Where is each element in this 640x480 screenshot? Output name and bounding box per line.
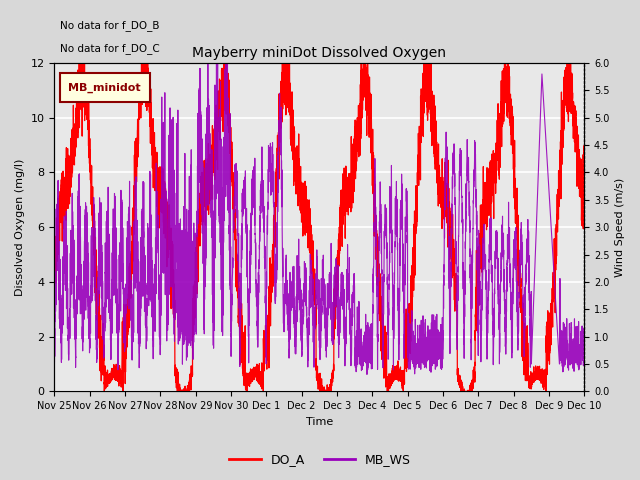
Text: MB_minidot: MB_minidot [68, 83, 141, 93]
Text: No data for f_DO_B: No data for f_DO_B [60, 20, 159, 31]
Legend: DO_A, MB_WS: DO_A, MB_WS [224, 448, 416, 471]
Text: No data for f_DO_C: No data for f_DO_C [60, 43, 159, 54]
X-axis label: Time: Time [306, 417, 333, 427]
Y-axis label: Wind Speed (m/s): Wind Speed (m/s) [615, 178, 625, 277]
FancyBboxPatch shape [60, 73, 150, 102]
Y-axis label: Dissolved Oxygen (mg/l): Dissolved Oxygen (mg/l) [15, 158, 25, 296]
Title: Mayberry miniDot Dissolved Oxygen: Mayberry miniDot Dissolved Oxygen [192, 47, 446, 60]
